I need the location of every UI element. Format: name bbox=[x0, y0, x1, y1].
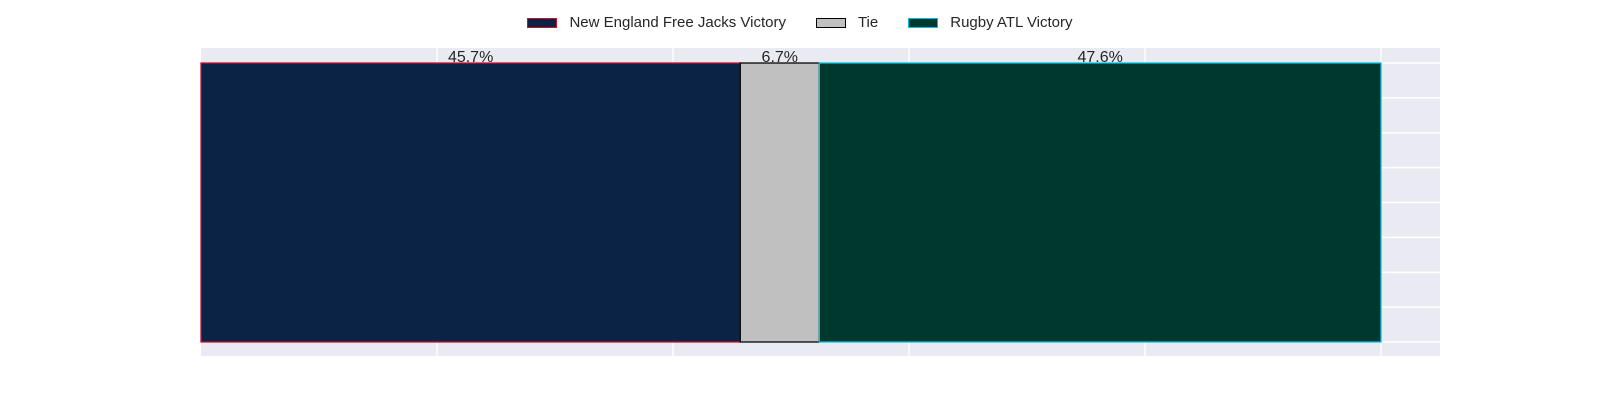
data-label-tie: 6.7% bbox=[762, 49, 798, 66]
legend-item-new-england-free-jacks-victory: New England Free Jacks Victory bbox=[527, 14, 786, 31]
data-label-rugby-atl-victory: 47.6% bbox=[1077, 49, 1122, 66]
legend-swatch bbox=[908, 17, 939, 28]
data-label-new-england-free-jacks-victory: 45.7% bbox=[448, 49, 493, 66]
bar-tie bbox=[739, 62, 820, 343]
chart-legend: New England Free Jacks Victory Tie Rugby A… bbox=[0, 14, 1600, 31]
bar-new-england-free-jacks-victory bbox=[200, 62, 741, 343]
legend-swatch bbox=[527, 17, 558, 28]
legend-label: Tie bbox=[857, 14, 879, 31]
legend-item-tie: Tie bbox=[815, 14, 879, 31]
legend-label: Rugby ATL Victory bbox=[950, 14, 1073, 31]
legend-swatch bbox=[815, 17, 846, 28]
bar-rugby-atl-victory bbox=[818, 62, 1382, 343]
legend-label: New England Free Jacks Victory bbox=[569, 14, 786, 31]
legend-item-rugby-atl-victory: Rugby ATL Victory bbox=[908, 14, 1073, 31]
